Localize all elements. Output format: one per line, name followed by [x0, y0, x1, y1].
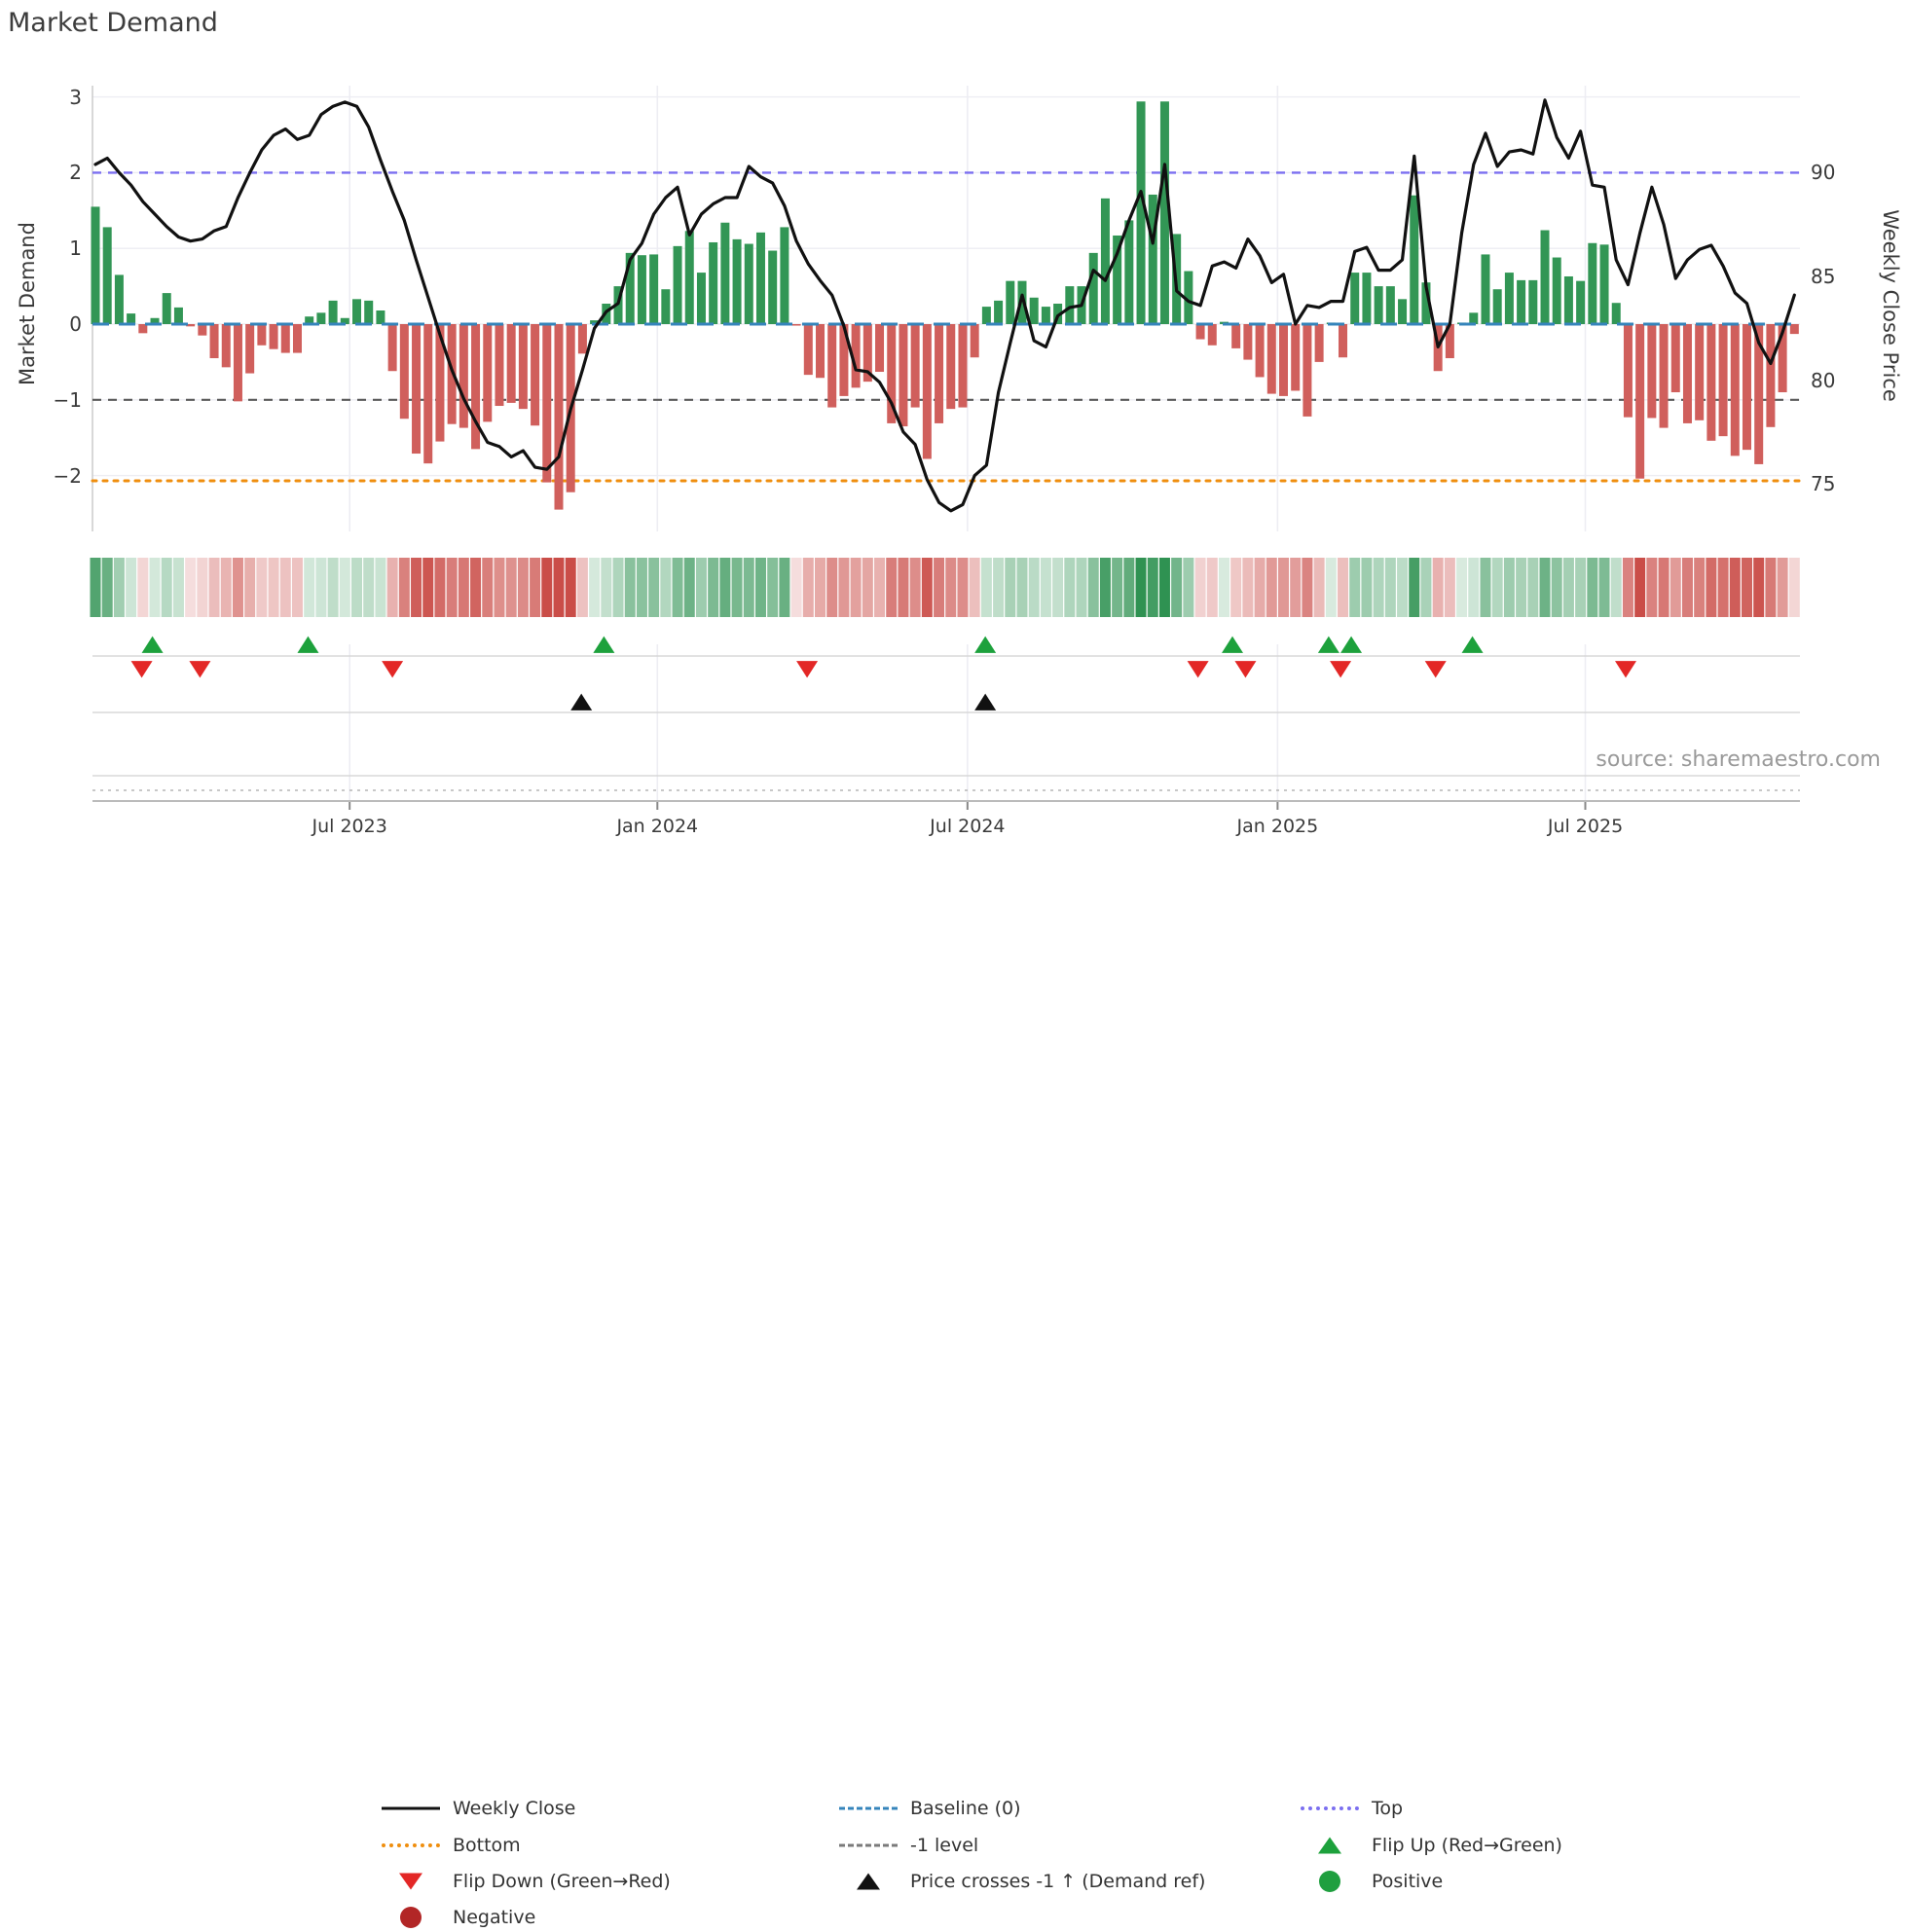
price-cross-markers — [570, 693, 997, 711]
x-axis-tick: Jul 2023 — [312, 816, 387, 837]
weekly-close-line — [93, 98, 1796, 513]
reference-lines — [91, 171, 1802, 483]
y-axis-tick-left: 0 — [69, 312, 82, 336]
legend-item: Flip Up (Red→Green) — [1301, 1831, 1562, 1860]
legend-label: Flip Up (Red→Green) — [1372, 1835, 1562, 1856]
solid-line-icon — [382, 1797, 440, 1820]
demand-heatmap-strip — [90, 558, 1800, 617]
legend-label: Negative — [453, 1907, 536, 1928]
x-axis-tick: Jul 2024 — [930, 816, 1006, 837]
y-axis-tick-right: 90 — [1811, 161, 1836, 185]
legend-item: Bottom — [382, 1831, 521, 1860]
y-axis-tick-left: 2 — [69, 161, 82, 185]
legend-item: Negative — [382, 1903, 535, 1932]
circle-icon — [1301, 1870, 1359, 1893]
y-axis-tick-left: 1 — [69, 237, 82, 261]
x-axis-tick: Jan 2025 — [1236, 816, 1319, 837]
y-axis-tick-right: 75 — [1811, 472, 1836, 496]
chart-legend: Weekly Close Bottom Flip Down (Green→Red) N… — [0, 893, 1908, 1928]
circle-icon — [382, 1906, 440, 1929]
y-axis-tick-left: −2 — [53, 463, 82, 488]
x-axis-tick: Jul 2025 — [1547, 816, 1624, 837]
legend-item: Flip Down (Green→Red) — [382, 1867, 671, 1896]
flip-down-markers — [130, 661, 1637, 678]
tri-down-icon — [382, 1870, 440, 1893]
legend-label: Weekly Close — [453, 1798, 576, 1819]
dashed-line-icon — [839, 1834, 898, 1857]
legend-label: Flip Down (Green→Red) — [453, 1871, 671, 1892]
axis-tick-labels: 3 2 1 0 −1 −2 90 85 80 75 Jul 2023 Jan 2024 Jul 2024… — [53, 85, 1836, 837]
y-axis-tick-right: 80 — [1811, 368, 1836, 392]
legend-label: Bottom — [453, 1835, 521, 1856]
y-axis-tick-left: −1 — [53, 387, 82, 412]
legend-item: Price crosses -1 ↑ (Demand ref) — [839, 1867, 1205, 1896]
legend-label: Price crosses -1 ↑ (Demand ref) — [910, 1871, 1206, 1892]
dotted-line-icon — [1301, 1797, 1359, 1820]
tri-up-icon — [1301, 1834, 1359, 1857]
source-attribution: source: sharemaestro.com — [1596, 747, 1881, 772]
legend-label: -1 level — [910, 1835, 979, 1856]
legend-item: Top — [1301, 1794, 1403, 1823]
legend-label: Positive — [1372, 1871, 1444, 1892]
market-demand-chart — [90, 86, 1802, 810]
x-axis-tick: Jan 2024 — [616, 816, 699, 837]
legend-item: Weekly Close — [382, 1794, 575, 1823]
page-title: Market Demand — [8, 8, 218, 38]
y-axis-tick-left: 3 — [69, 85, 82, 109]
market-demand-dashboard: { "page": { "title": "Market Demand", "s… — [0, 8, 1908, 1928]
legend-item: -1 level — [839, 1831, 978, 1860]
legend-item: Baseline (0) — [839, 1794, 1021, 1823]
flip-up-markers — [141, 636, 1484, 653]
dotted-line-icon — [382, 1834, 440, 1857]
marker-panel-rows — [92, 655, 1800, 802]
legend-label: Top — [1372, 1798, 1404, 1819]
legend-label: Baseline (0) — [910, 1798, 1021, 1819]
tri-up-icon — [839, 1870, 898, 1893]
legend-item: Positive — [1301, 1867, 1443, 1896]
dashed-line-icon — [839, 1797, 898, 1820]
y-axis-tick-right: 85 — [1811, 264, 1836, 288]
